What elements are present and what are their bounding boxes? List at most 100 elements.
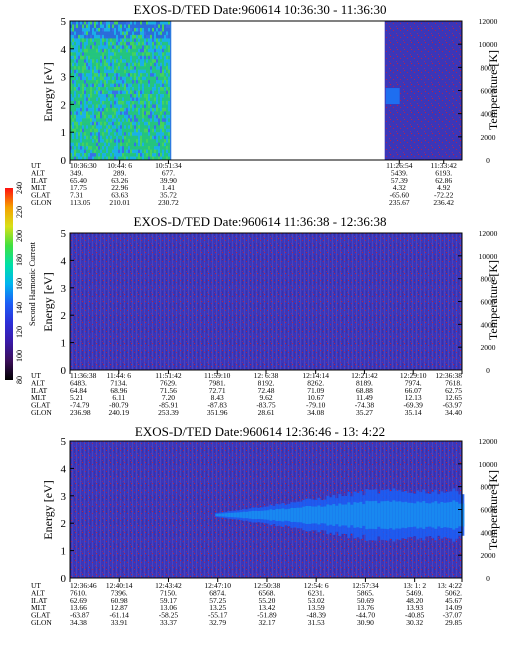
spectrogram-cell: [82, 31, 84, 36]
spectrogram-cell: [144, 27, 146, 32]
colorbar-tick-label: 240: [15, 182, 24, 194]
spectrogram-cell: [72, 80, 74, 85]
spectrogram-cell: [164, 41, 166, 46]
spectrogram-cell: [92, 24, 94, 29]
spectrogram-cell: [130, 59, 132, 64]
ephemeris-value: -83.75: [256, 401, 276, 410]
spectrogram-cell: [86, 73, 88, 78]
spectrogram-cell: [154, 153, 156, 158]
spectrogram-cell: [154, 135, 156, 140]
spectrogram-cell: [100, 48, 102, 53]
spectrogram-cell: [150, 62, 152, 67]
spectrogram-cell: [78, 87, 80, 91]
spectrogram-cell: [114, 52, 116, 57]
spectrogram-cell: [136, 31, 138, 36]
spectrogram-cell: [142, 135, 144, 140]
spectrogram-cell: [166, 66, 168, 71]
spectrogram-cell: [70, 128, 72, 133]
spectrogram-cell: [158, 48, 160, 53]
spectrogram-cell: [78, 139, 80, 144]
spectrogram-cell: [96, 87, 98, 91]
spectrogram-cell: [164, 93, 166, 98]
spectrogram-cell: [112, 107, 114, 112]
spectrogram-cell: [154, 34, 156, 39]
spectrogram-cell: [154, 21, 156, 25]
spectrogram-cell: [124, 34, 126, 39]
spectrogram-cell: [124, 114, 126, 119]
spectrogram-cell: [114, 156, 116, 161]
colorbar: Second Harmonic Current 8010012014016018…: [5, 182, 37, 384]
spectrogram-cell: [154, 38, 156, 43]
spectrogram-cell: [120, 132, 122, 137]
spectrogram-cell: [86, 156, 88, 161]
spectrogram-cell: [162, 31, 164, 36]
spectrogram-cell: [166, 87, 168, 91]
spectrogram-cell: [136, 55, 138, 60]
spectrogram-cell: [130, 90, 132, 95]
spectrogram-cell: [136, 69, 138, 74]
right-tick-label: 6000: [481, 506, 496, 515]
spectrogram-cell: [82, 128, 84, 133]
spectrogram-cell: [164, 97, 166, 102]
spectrogram-cell: [122, 146, 124, 151]
spectrogram-cell: [158, 90, 160, 95]
spectrogram-cell: [124, 111, 126, 116]
spectrogram-cell: [86, 45, 88, 50]
spectrogram-cell: [70, 104, 72, 109]
ephemeris-value: 7.20: [162, 393, 175, 402]
spectrogram-cell: [166, 55, 168, 60]
spectrogram-cell: [134, 104, 136, 109]
spectrogram-cell: [118, 146, 120, 151]
spectrogram-cell: [154, 100, 156, 105]
spectrogram-cell: [92, 21, 94, 25]
spectrogram-cell: [126, 90, 128, 95]
spectrogram-cell: [106, 146, 108, 151]
spectrogram-cell: [148, 90, 150, 95]
spectrogram-cell: [158, 93, 160, 98]
spectrogram-cell: [108, 104, 110, 109]
spectrogram-cell: [98, 128, 100, 133]
spectrogram-cell: [134, 45, 136, 50]
spectrogram-cell: [124, 55, 126, 60]
spectrogram-cell: [160, 135, 162, 140]
spectrogram-cell: [168, 135, 170, 140]
spectrogram-cell: [150, 48, 152, 53]
spectrogram-cell: [78, 27, 80, 32]
ephemeris-value: 11:59:10: [204, 371, 231, 380]
ephemeris-value: 11.49: [356, 393, 373, 402]
spectrogram-cell: [128, 97, 130, 102]
spectrogram-cell: [140, 38, 142, 43]
spectrogram-cell: [98, 90, 100, 95]
spectrogram-cell: [148, 111, 150, 116]
spectrogram-cell: [74, 76, 76, 81]
spectrogram-cell: [154, 76, 156, 81]
spectrogram-cell: [106, 34, 108, 39]
spectrogram-cell: [140, 132, 142, 137]
spectrogram-cell: [114, 34, 116, 39]
spectrogram-cell: [116, 100, 118, 105]
spectrogram-cell: [110, 52, 112, 57]
panel-2-right-axis-label: Temperature [K]: [486, 260, 500, 340]
spectrogram-cell: [98, 52, 100, 57]
spectrogram-cell: [140, 104, 142, 109]
spectrogram-cell: [144, 156, 146, 161]
spectrogram-cell: [142, 139, 144, 144]
spectrogram-cell: [166, 24, 168, 29]
band-core: [329, 505, 333, 525]
spectrogram-cell: [100, 107, 102, 112]
spectrogram-cell: [134, 73, 136, 78]
spectrogram-cell: [122, 52, 124, 57]
spectrogram-cell: [122, 83, 124, 88]
spectrogram-speckle: [70, 233, 462, 370]
spectrogram-cell: [86, 24, 88, 29]
spectrogram-cell: [130, 153, 132, 158]
spectrogram-cell: [72, 52, 74, 57]
spectrogram-cell: [138, 24, 140, 29]
spectrogram-cell: [142, 48, 144, 53]
spectrogram-cell: [122, 104, 124, 109]
spectrogram-cell: [102, 146, 104, 151]
spectrogram-cell: [152, 107, 154, 112]
spectrogram-cell: [146, 66, 148, 71]
spectrogram-cell: [72, 45, 74, 50]
spectrogram-cell: [134, 125, 136, 130]
